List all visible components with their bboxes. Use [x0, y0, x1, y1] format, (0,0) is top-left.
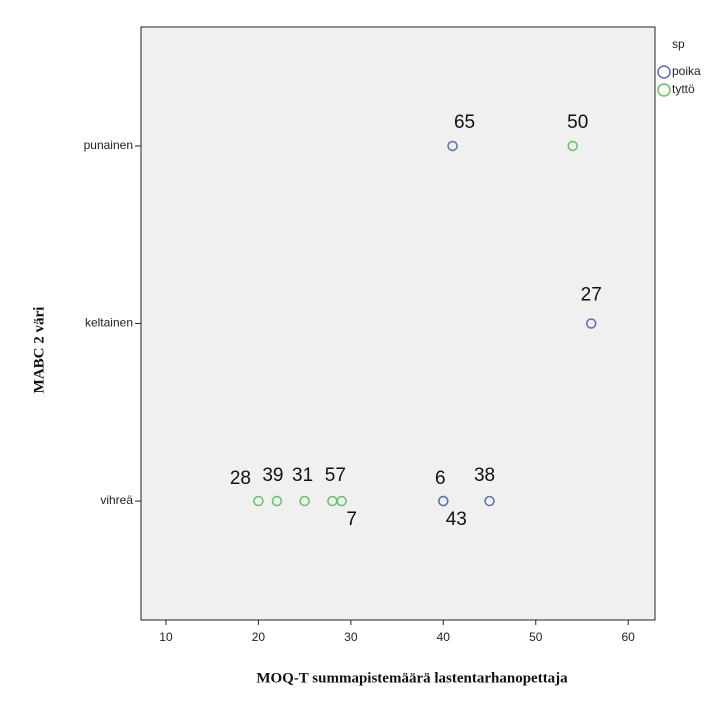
point [484, 495, 495, 507]
point-label: 27 [581, 285, 602, 306]
x-tick-label: 50 [529, 630, 543, 644]
point [438, 495, 449, 507]
x-tick-label: 30 [344, 630, 358, 644]
point [299, 495, 310, 507]
legend-marker [657, 83, 671, 97]
point-label: 7 [346, 509, 357, 530]
point-label: 28 [230, 468, 251, 489]
legend-title: sp [672, 37, 685, 51]
y-axis-title: MABC 2 väri [31, 307, 47, 394]
x-tick-label: 10 [159, 630, 173, 644]
legend-label: poika [672, 64, 701, 78]
legend-label: tyttö [672, 82, 695, 96]
point-label: 6 [435, 468, 446, 489]
point [585, 318, 597, 329]
y-tick-label: keltainen [85, 316, 133, 330]
point [447, 140, 458, 152]
point [336, 495, 347, 507]
plot-area [140, 26, 656, 621]
point [567, 140, 578, 152]
point-label: 39 [262, 465, 283, 486]
legend-marker [657, 65, 671, 79]
point-label: 43 [446, 509, 467, 530]
point [253, 495, 264, 507]
x-axis-title: MOQ-T summapistemäärä lastentarhanopetta… [256, 670, 568, 686]
y-tick-label: punainen [84, 138, 133, 152]
point-label: 65 [454, 112, 475, 133]
point [271, 495, 283, 507]
x-tick-label: 40 [437, 630, 451, 644]
point-label: 38 [474, 465, 495, 486]
x-tick-label: 20 [252, 630, 266, 644]
x-tick-label: 60 [622, 630, 636, 644]
point-label: 57 [325, 465, 346, 486]
y-tick-label: vihreä [100, 493, 133, 507]
point-label: 50 [567, 112, 588, 133]
point-label: 31 [292, 465, 313, 486]
